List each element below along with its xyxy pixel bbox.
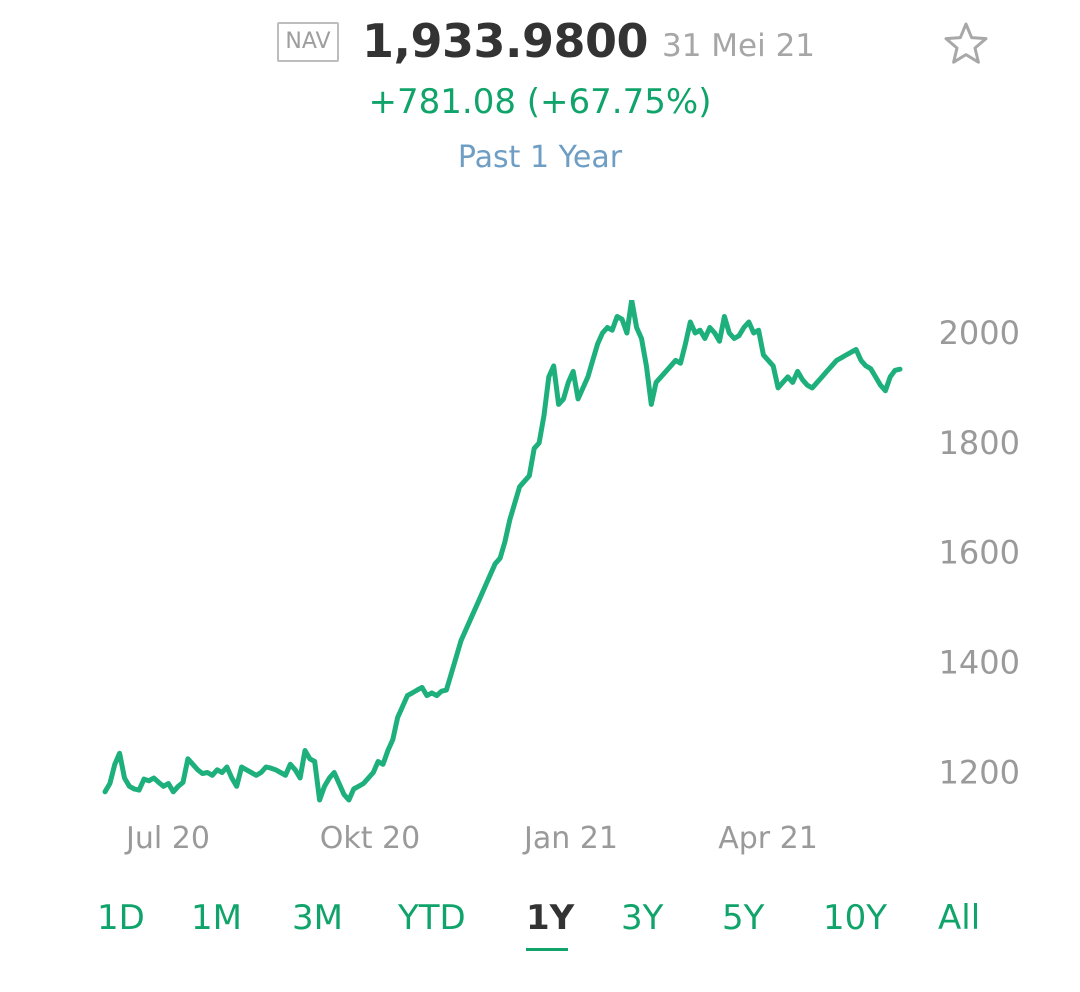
range-1d-button[interactable]: 1D	[97, 898, 145, 938]
range-3y-button[interactable]: 3Y	[621, 898, 664, 938]
x-tick-label: Jul 20	[124, 821, 210, 856]
y-tick-label: 1200	[939, 754, 1020, 792]
y-tick-label: 1400	[939, 644, 1020, 682]
range-selector: 1D 1M 3M YTD 1Y 3Y 5Y 10Y All	[0, 890, 1080, 960]
y-axis: 1200 1400 1600 1800 2000	[939, 314, 1020, 792]
y-tick-label: 1600	[939, 534, 1020, 572]
range-1m-button[interactable]: 1M	[191, 898, 242, 938]
price-line	[102, 300, 903, 803]
range-ytd-button[interactable]: YTD	[398, 898, 466, 938]
star-icon[interactable]	[942, 20, 990, 68]
nav-date: 31 Mei 21	[662, 28, 816, 64]
price-chart: 1200 1400 1600 1800 2000 Jul 20 Okt 20 Jan 21 A…	[102, 300, 1020, 856]
range-1y-button[interactable]: 1Y	[526, 898, 575, 938]
range-3m-button[interactable]: 3M	[292, 898, 343, 938]
y-tick-label: 1800	[939, 424, 1020, 462]
x-axis: Jul 20 Okt 20 Jan 21 Apr 21	[124, 821, 818, 856]
active-range-underline	[526, 948, 568, 951]
period-label: Past 1 Year	[457, 140, 623, 175]
nav-price: 1,933.9800	[362, 14, 649, 68]
range-10y-button[interactable]: 10Y	[823, 898, 888, 938]
fund-header: NAV 1,933.9800 31 Mei 21 +781.08 (+67.75…	[0, 0, 1080, 200]
range-all-button[interactable]: All	[938, 898, 981, 938]
x-tick-label: Apr 21	[718, 821, 818, 856]
x-tick-label: Jan 21	[522, 821, 618, 856]
nav-badge: NAV	[277, 22, 339, 62]
range-5y-button[interactable]: 5Y	[722, 898, 765, 938]
y-tick-label: 2000	[939, 314, 1020, 352]
x-tick-label: Okt 20	[320, 821, 420, 856]
price-change: +781.08 (+67.75%)	[368, 82, 712, 122]
